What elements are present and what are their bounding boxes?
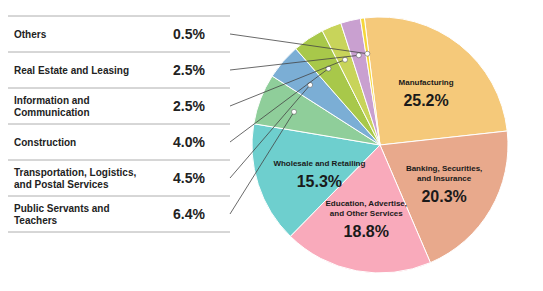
svg-text:and Insurance: and Insurance xyxy=(417,174,472,183)
svg-text:Real Estate and Leasing: Real Estate and Leasing xyxy=(14,65,129,76)
svg-text:4.5%: 4.5% xyxy=(173,170,205,186)
svg-text:Banking, Securities,: Banking, Securities, xyxy=(406,164,482,173)
svg-text:25.2%: 25.2% xyxy=(403,92,448,109)
svg-text:4.0%: 4.0% xyxy=(173,134,205,150)
svg-text:Others: Others xyxy=(14,29,47,40)
svg-text:Manufacturing: Manufacturing xyxy=(399,78,454,87)
svg-text:18.8%: 18.8% xyxy=(344,223,389,240)
svg-text:6.4%: 6.4% xyxy=(173,206,205,222)
svg-text:Public Servants and: Public Servants and xyxy=(14,203,110,214)
svg-text:Education, Advertise,: Education, Advertise, xyxy=(326,199,408,208)
svg-text:20.3%: 20.3% xyxy=(421,188,466,205)
svg-text:Information and: Information and xyxy=(14,95,90,106)
svg-text:Transportation, Logistics,: Transportation, Logistics, xyxy=(14,167,136,178)
svg-text:and Other Services: and Other Services xyxy=(330,209,403,218)
svg-text:Teachers: Teachers xyxy=(14,215,58,226)
svg-text:2.5%: 2.5% xyxy=(173,62,205,78)
svg-text:Wholesale and Retailing: Wholesale and Retailing xyxy=(273,159,365,168)
svg-text:2.5%: 2.5% xyxy=(173,98,205,114)
svg-text:0.5%: 0.5% xyxy=(173,26,205,42)
svg-text:Construction: Construction xyxy=(14,137,76,148)
svg-text:and Postal Services: and Postal Services xyxy=(14,179,109,190)
svg-text:Communication: Communication xyxy=(14,107,90,118)
svg-text:15.3%: 15.3% xyxy=(297,173,342,190)
